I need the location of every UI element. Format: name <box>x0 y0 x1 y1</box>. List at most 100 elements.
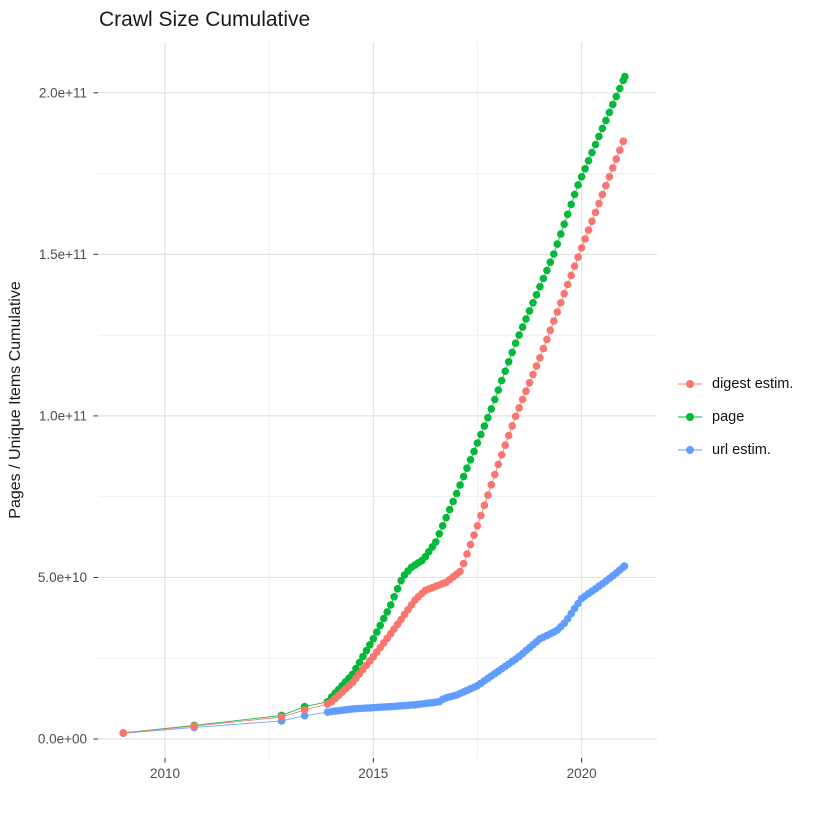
data-point <box>456 567 464 576</box>
data-point <box>581 235 589 243</box>
series-digest-estim <box>119 137 628 737</box>
data-point <box>581 165 589 173</box>
data-point <box>445 505 454 514</box>
data-point <box>432 538 440 546</box>
chart-title: Crawl Size Cumulative <box>99 8 310 31</box>
data-point <box>595 132 603 141</box>
data-point <box>560 220 568 228</box>
data-point <box>595 199 603 208</box>
y-tick-label: 2.0e+11 <box>39 85 87 100</box>
data-point <box>494 386 503 394</box>
data-point <box>386 601 395 609</box>
y-axis-title: Pages / Unique Items Cumulative <box>7 281 24 519</box>
data-point <box>480 422 489 430</box>
data-point <box>508 422 516 430</box>
data-point <box>511 412 520 421</box>
data-point <box>598 190 607 199</box>
data-point <box>491 395 499 404</box>
axis-tick-labels: 2010 2015 2020 0.0e+00 5.0e+10 1.0e+11 1.5e+11… <box>38 85 597 781</box>
data-point <box>463 550 471 558</box>
legend-key-icon <box>678 379 702 388</box>
data-point <box>456 481 464 489</box>
data-point <box>373 628 381 636</box>
data-point <box>442 513 451 522</box>
data-point <box>612 155 621 163</box>
data-point <box>484 491 492 499</box>
data-point <box>546 326 555 335</box>
data-point <box>473 522 482 530</box>
data-point <box>359 652 367 661</box>
data-point <box>376 621 385 630</box>
data-point <box>497 376 506 385</box>
legend: digest estim. page url estim. <box>676 374 793 459</box>
data-point <box>609 100 617 109</box>
data-point <box>497 451 506 459</box>
data-point <box>543 266 551 275</box>
data-point <box>612 92 621 101</box>
data-point <box>560 289 568 298</box>
data-point <box>487 481 496 489</box>
data-point <box>477 430 485 439</box>
data-point <box>577 173 586 181</box>
y-tick-label: 1.5e+11 <box>39 247 87 262</box>
data-point <box>602 116 610 125</box>
data-point <box>609 164 617 172</box>
data-point <box>522 387 530 396</box>
data-point <box>529 370 537 379</box>
data-point <box>584 226 593 234</box>
data-point <box>397 576 405 585</box>
data-point <box>567 271 575 280</box>
data-point <box>379 614 388 623</box>
series-url-estim <box>119 562 629 737</box>
data-point <box>529 299 537 307</box>
data-point <box>518 323 527 331</box>
data-point <box>504 358 513 366</box>
data-point <box>463 464 471 473</box>
data-point <box>300 706 309 714</box>
data-point <box>588 148 596 157</box>
data-point <box>449 497 457 506</box>
data-point <box>452 489 461 498</box>
legend-entry-digest-estim: digest estim. <box>676 374 793 393</box>
y-tick-label: 0.0e+00 <box>38 732 87 747</box>
data-point <box>563 210 572 219</box>
data-point <box>515 331 523 339</box>
legend-entry-page: page <box>676 407 793 426</box>
data-point <box>536 282 544 291</box>
data-point <box>605 108 614 117</box>
data-point <box>459 559 468 568</box>
data-point <box>435 530 444 538</box>
data-point <box>543 335 551 344</box>
legend-key-dot <box>686 379 694 388</box>
data-point <box>605 173 614 181</box>
legend-label: url estim. <box>712 441 771 458</box>
data-point <box>470 447 478 456</box>
data-point <box>119 729 128 737</box>
data-point <box>459 472 468 481</box>
data-point <box>525 379 534 387</box>
data-series <box>119 72 629 737</box>
data-point <box>362 646 371 655</box>
data-point <box>393 585 402 593</box>
data-point <box>588 217 596 226</box>
legend-key-icon <box>678 412 702 421</box>
data-point <box>525 307 534 315</box>
legend-label: page <box>712 408 745 425</box>
data-point <box>501 367 510 376</box>
data-point <box>470 531 478 539</box>
y-tick-label: 5.0e+10 <box>38 570 87 585</box>
data-point <box>277 713 286 721</box>
data-point <box>383 608 392 616</box>
data-point <box>591 140 600 149</box>
x-tick-label: 2015 <box>358 766 388 781</box>
data-point <box>567 200 575 209</box>
data-point <box>504 431 513 440</box>
data-point <box>591 208 600 217</box>
data-point <box>574 181 582 189</box>
data-point <box>557 230 565 238</box>
x-tick-label: 2020 <box>567 766 597 781</box>
data-point <box>550 317 558 325</box>
data-point <box>553 240 562 248</box>
data-point <box>616 146 624 154</box>
data-point <box>563 280 572 289</box>
